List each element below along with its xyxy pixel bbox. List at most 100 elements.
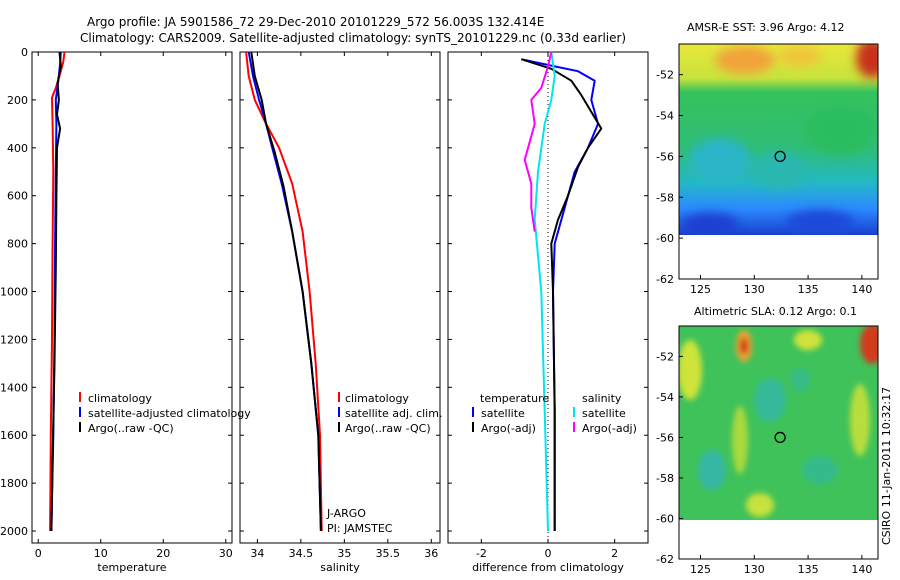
- y-tick-label: -52: [656, 350, 674, 363]
- y-tick-label: 1400: [0, 381, 28, 394]
- sla-heatmap: [679, 326, 878, 520]
- series-line: [50, 51, 62, 532]
- x-tick-label: 0: [545, 547, 552, 560]
- series-line: [520, 58, 603, 531]
- series-line: [523, 51, 553, 232]
- legend-label-sal-argo: Argo(-adj): [582, 422, 637, 435]
- x-tick-label: 34: [250, 547, 264, 560]
- y-tick-label: 600: [7, 190, 28, 203]
- side-timestamp-label: CSIRO 11-Jan-2011 10:32:17: [880, 387, 893, 545]
- series-line: [250, 51, 322, 532]
- legend-label-climatology: climatology: [88, 392, 152, 405]
- x-tick-label: 140: [851, 563, 872, 576]
- temperature-axes: [31, 51, 233, 544]
- y-tick-label: -62: [656, 553, 674, 566]
- sst-green-patch: [804, 106, 876, 154]
- sst-cold-patch: [786, 210, 854, 234]
- y-tick-label: 1800: [0, 477, 28, 490]
- sla-low-patch: [802, 456, 838, 484]
- legend-label-argo: Argo(..raw -QC): [345, 422, 431, 435]
- x-axis-label: salinity: [320, 561, 360, 574]
- legend-label-climatology: climatology: [345, 392, 409, 405]
- y-tick-label: -60: [656, 232, 674, 245]
- sla-mid-patch: [679, 340, 702, 400]
- legend-header-salinity: salinity: [582, 392, 622, 405]
- title-line-1: Argo profile: JA 5901586_72 29-Dec-2010 …: [87, 15, 544, 29]
- sla-mid-patch: [850, 384, 870, 456]
- sla-high-patch: [740, 338, 748, 354]
- y-tick-label: 1600: [0, 429, 28, 442]
- legend-label-temp-satellite: satellite: [481, 407, 525, 420]
- sla-high-patch: [860, 326, 878, 364]
- salinity-plot: 34 34.5 35 35.5 36 salinity: [240, 51, 440, 574]
- y-tick-label: -54: [656, 391, 674, 404]
- sla-mid-patch: [732, 406, 748, 474]
- temperature-legend: climatology satellite-adjusted climatolo…: [79, 392, 251, 435]
- title-line-2: Climatology: CARS2009. Satellite-adjuste…: [80, 31, 626, 45]
- y-tick-label: -56: [656, 431, 674, 444]
- sla-mid-patch: [794, 330, 822, 350]
- sst-warm-patch: [778, 46, 822, 66]
- x-tick-label: 0: [35, 547, 42, 560]
- sst-cool-patch: [690, 138, 750, 182]
- sst-heatmap: [679, 44, 878, 235]
- y-tick-label: 1200: [0, 333, 28, 346]
- legend-label-satellite: satellite-adjusted climatology: [88, 407, 251, 420]
- sst-warm-patch: [715, 46, 775, 74]
- x-axis-label: temperature: [97, 561, 166, 574]
- argo-location-marker: [774, 431, 786, 444]
- x-tick-label: 35.5: [376, 547, 401, 560]
- series-line: [245, 51, 323, 532]
- x-tick-label: 125: [690, 283, 711, 296]
- annotation-pi: PI: JAMSTEC: [327, 522, 393, 535]
- sla-map-frame: [678, 325, 879, 560]
- x-tick-label: 34.5: [289, 547, 314, 560]
- x-tick-label: 10: [94, 547, 108, 560]
- x-tick-label: 135: [798, 283, 819, 296]
- x-tick-label: 2: [611, 547, 618, 560]
- x-tick-label: 30: [219, 547, 233, 560]
- sla-axes: 125 130 135 140 -52 -54 -56 -58 -60 -62: [656, 350, 872, 576]
- x-tick-label: 125: [690, 563, 711, 576]
- sla-field-base: [679, 326, 878, 520]
- sst-axes: 125 130 135 140 -52 -54 -56 -58 -60 -62: [656, 69, 872, 296]
- salinity-legend: climatology satellite adj. clim. Argo(..…: [326, 392, 442, 535]
- sla-low-patch: [754, 378, 786, 422]
- series-line: [533, 51, 556, 532]
- y-tick-label: -62: [656, 273, 674, 286]
- x-tick-label: 140: [851, 283, 872, 296]
- x-tick-label: 35: [337, 547, 351, 560]
- y-tick-label: 200: [7, 94, 28, 107]
- sla-low-patch: [698, 450, 726, 490]
- x-tick-label: 20: [156, 547, 170, 560]
- x-tick-label: 130: [744, 283, 765, 296]
- x-axis-label: difference from climatology: [472, 561, 624, 574]
- y-tick-label: -60: [656, 512, 674, 525]
- y-tick-label: -54: [656, 110, 674, 123]
- sst-warm-patch: [856, 44, 878, 78]
- legend-label-argo: Argo(..raw -QC): [88, 422, 174, 435]
- sst-cool-patch: [754, 152, 806, 188]
- difference-axes: [447, 51, 649, 544]
- y-tick-label: -58: [656, 191, 674, 204]
- legend-label-temp-argo: Argo(-adj): [481, 422, 536, 435]
- x-tick-label: 36: [424, 547, 438, 560]
- x-tick-label: 135: [798, 563, 819, 576]
- y-tick-label: 800: [7, 238, 28, 251]
- x-tick-label: -2: [476, 547, 487, 560]
- sla-low-patch: [790, 368, 810, 392]
- sst-cold-patch: [682, 213, 738, 235]
- legend-header-temperature: temperature: [480, 392, 549, 405]
- sst-map-frame: [678, 43, 879, 280]
- y-tick-label: 400: [7, 142, 28, 155]
- x-tick-label: 130: [744, 563, 765, 576]
- y-tick-label: 1000: [0, 286, 28, 299]
- temperature-plot: 0 10 20 30 0 200 400 600 800 1000 1200 1400 1600 1800…: [0, 46, 233, 574]
- argo-location-marker: [774, 150, 786, 163]
- y-tick-label: -58: [656, 472, 674, 485]
- annotation-j-argo: J-ARGO: [326, 507, 366, 520]
- salinity-axes: [239, 51, 441, 544]
- legend-label-sal-satellite: satellite: [582, 407, 626, 420]
